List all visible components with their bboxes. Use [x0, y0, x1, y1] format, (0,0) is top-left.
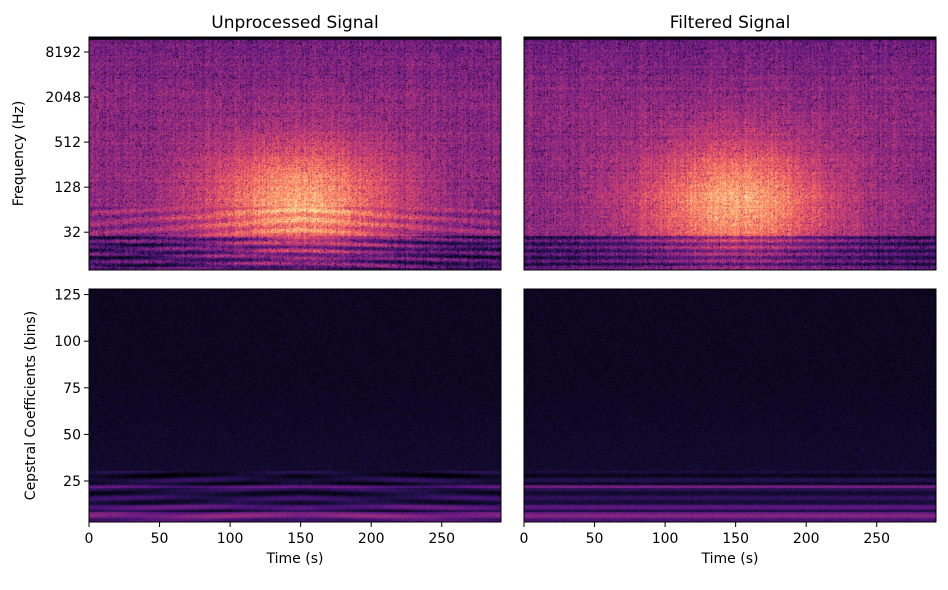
- y-tick-label: 75: [63, 381, 81, 397]
- x-tick-label: 250: [863, 531, 890, 547]
- y-tick-label: 125: [54, 288, 81, 304]
- plot-frame: [88, 36, 502, 271]
- y-axis-label: Frequency (Hz): [11, 101, 27, 207]
- x-tick-label: 50: [151, 531, 169, 547]
- x-axis-label: Time (s): [701, 551, 759, 567]
- heatmap-image: [89, 289, 501, 522]
- x-tick-label: 50: [586, 531, 604, 547]
- chart-panel-4: 0 50 100 150 200 250 Time (s): [520, 288, 937, 567]
- y-tick-label: 25: [63, 474, 81, 490]
- heatmap-image: [524, 289, 936, 522]
- chart-title: Unprocessed Signal: [211, 13, 378, 33]
- x-tick-label: 250: [428, 531, 455, 547]
- y-tick-label: 32: [63, 225, 81, 241]
- y-tick-label: 50: [63, 427, 81, 443]
- x-tick-label: 200: [793, 531, 820, 547]
- chart-panel-2: Filtered Signal: [523, 13, 937, 271]
- y-tick-label: 8192: [45, 45, 81, 61]
- y-tick-label: 128: [54, 180, 81, 196]
- x-tick-label: 0: [85, 531, 94, 547]
- y-tick-label: 2048: [45, 90, 81, 106]
- heatmap-image: [524, 37, 936, 270]
- x-tick-label: 0: [520, 531, 529, 547]
- x-tick-label: 100: [217, 531, 244, 547]
- x-axis-label: Time (s): [266, 551, 324, 567]
- chart-title: Filtered Signal: [670, 13, 791, 33]
- x-tick-label: 100: [652, 531, 679, 547]
- y-axis-label: Cepstral Coefficients (bins): [23, 311, 39, 500]
- plot-frame: [88, 288, 502, 523]
- y-tick-label: 512: [54, 135, 81, 151]
- heatmap-image: [89, 37, 501, 270]
- x-tick-label: 150: [722, 531, 749, 547]
- y-tick-label: 100: [54, 334, 81, 350]
- chart-panel-1: Unprocessed Signal 32 128 512 2048 8192 Freque…: [11, 13, 502, 271]
- chart-panel-3: 25 50 75 100 125 0 50 100 150 200 250 Time (s) Cepst…: [23, 288, 502, 567]
- x-tick-label: 150: [287, 531, 314, 547]
- plot-frame: [523, 36, 937, 271]
- x-tick-label: 200: [358, 531, 385, 547]
- plot-frame: [523, 288, 937, 523]
